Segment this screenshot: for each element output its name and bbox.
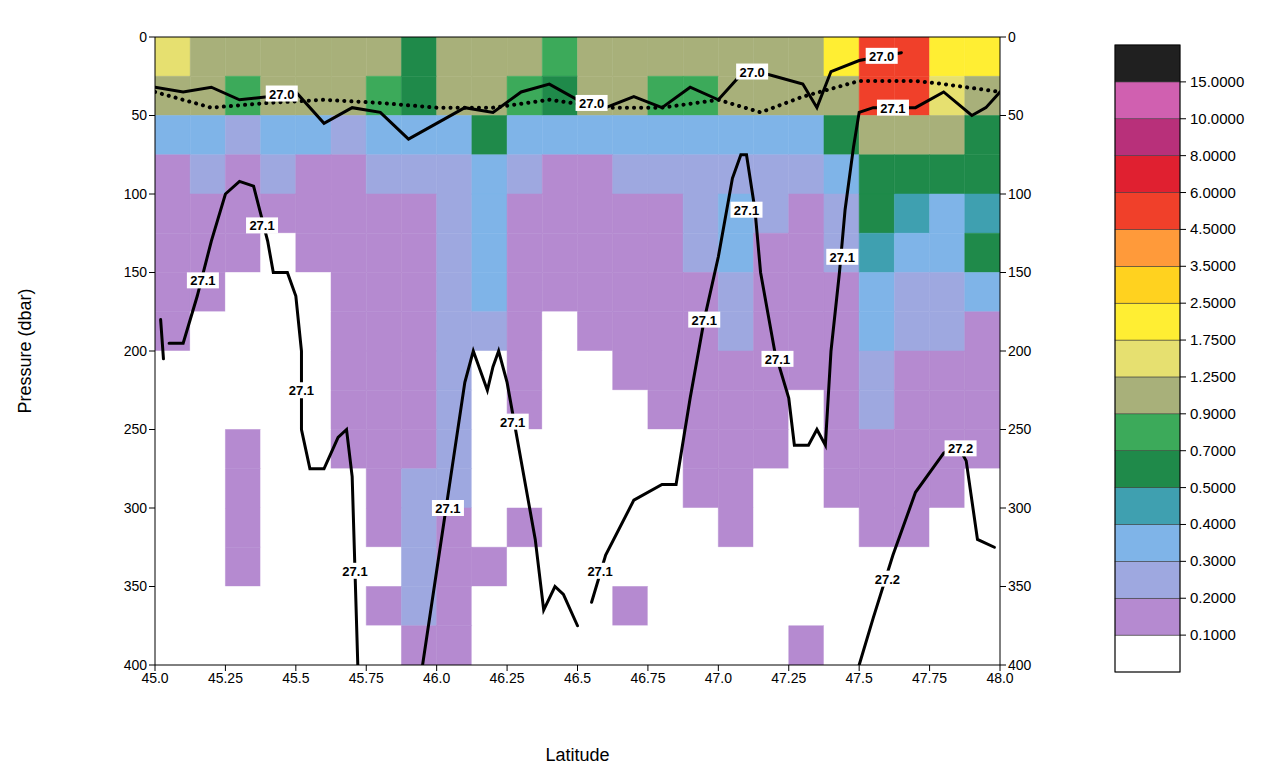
- svg-text:150: 150: [124, 264, 148, 280]
- svg-text:0.5000: 0.5000: [1190, 479, 1236, 496]
- svg-text:0.1000: 0.1000: [1190, 626, 1236, 643]
- svg-text:250: 250: [124, 421, 148, 437]
- svg-text:27.0: 27.0: [869, 49, 894, 64]
- svg-text:1.7500: 1.7500: [1190, 331, 1236, 348]
- svg-text:300: 300: [1008, 500, 1032, 516]
- svg-text:250: 250: [1008, 421, 1032, 437]
- svg-text:27.2: 27.2: [948, 441, 973, 456]
- svg-text:Latitude: Latitude: [545, 745, 609, 765]
- svg-text:0.2000: 0.2000: [1190, 589, 1236, 606]
- svg-text:27.1: 27.1: [734, 203, 759, 218]
- svg-text:350: 350: [124, 578, 148, 594]
- svg-text:46.75: 46.75: [630, 670, 665, 686]
- svg-text:300: 300: [124, 500, 148, 516]
- svg-text:45.5: 45.5: [282, 670, 309, 686]
- svg-text:27.1: 27.1: [435, 501, 460, 516]
- svg-text:27.0: 27.0: [739, 65, 764, 80]
- svg-text:200: 200: [1008, 343, 1032, 359]
- svg-text:8.0000: 8.0000: [1190, 147, 1236, 164]
- svg-text:27.1: 27.1: [765, 352, 790, 367]
- svg-text:200: 200: [124, 343, 148, 359]
- svg-text:100: 100: [1008, 186, 1032, 202]
- svg-text:47.25: 47.25: [771, 670, 806, 686]
- svg-text:6.0000: 6.0000: [1190, 184, 1236, 201]
- svg-text:27.1: 27.1: [249, 218, 274, 233]
- svg-text:27.1: 27.1: [587, 564, 612, 579]
- svg-text:2.5000: 2.5000: [1190, 294, 1236, 311]
- svg-text:50: 50: [131, 107, 147, 123]
- svg-text:27.0: 27.0: [269, 87, 294, 102]
- svg-text:47.75: 47.75: [912, 670, 947, 686]
- svg-text:350: 350: [1008, 578, 1032, 594]
- svg-text:50: 50: [1008, 107, 1024, 123]
- svg-text:0.4000: 0.4000: [1190, 515, 1236, 532]
- svg-text:0: 0: [1008, 29, 1016, 45]
- svg-text:27.1: 27.1: [880, 101, 905, 116]
- svg-text:27.1: 27.1: [190, 273, 215, 288]
- svg-text:46.5: 46.5: [564, 670, 591, 686]
- svg-text:0.9000: 0.9000: [1190, 405, 1236, 422]
- svg-text:400: 400: [1008, 657, 1032, 673]
- svg-text:Pressure (dbar): Pressure (dbar): [15, 288, 35, 413]
- svg-text:3.5000: 3.5000: [1190, 257, 1236, 274]
- svg-text:27.1: 27.1: [342, 564, 367, 579]
- svg-text:100: 100: [124, 186, 148, 202]
- svg-text:27.0: 27.0: [579, 96, 604, 111]
- svg-text:46.0: 46.0: [423, 670, 450, 686]
- svg-text:45.75: 45.75: [349, 670, 384, 686]
- svg-text:47.0: 47.0: [705, 670, 732, 686]
- svg-text:0.7000: 0.7000: [1190, 442, 1236, 459]
- svg-text:150: 150: [1008, 264, 1032, 280]
- svg-text:0.3000: 0.3000: [1190, 552, 1236, 569]
- svg-text:45.0: 45.0: [141, 669, 169, 686]
- svg-text:400: 400: [124, 657, 148, 673]
- svg-text:27.1: 27.1: [830, 250, 855, 265]
- svg-text:4.5000: 4.5000: [1190, 220, 1236, 237]
- svg-text:1.2500: 1.2500: [1190, 368, 1236, 385]
- svg-text:46.25: 46.25: [490, 670, 525, 686]
- svg-text:48.0: 48.0: [986, 669, 1014, 686]
- svg-text:15.0000: 15.0000: [1190, 73, 1244, 90]
- svg-text:0: 0: [139, 29, 147, 45]
- svg-text:45.25: 45.25: [208, 670, 243, 686]
- svg-text:27.2: 27.2: [875, 572, 900, 587]
- svg-text:27.1: 27.1: [500, 415, 525, 430]
- svg-text:47.5: 47.5: [846, 670, 873, 686]
- svg-text:27.1: 27.1: [692, 313, 717, 328]
- svg-text:10.0000: 10.0000: [1190, 110, 1244, 127]
- svg-text:27.1: 27.1: [289, 383, 314, 398]
